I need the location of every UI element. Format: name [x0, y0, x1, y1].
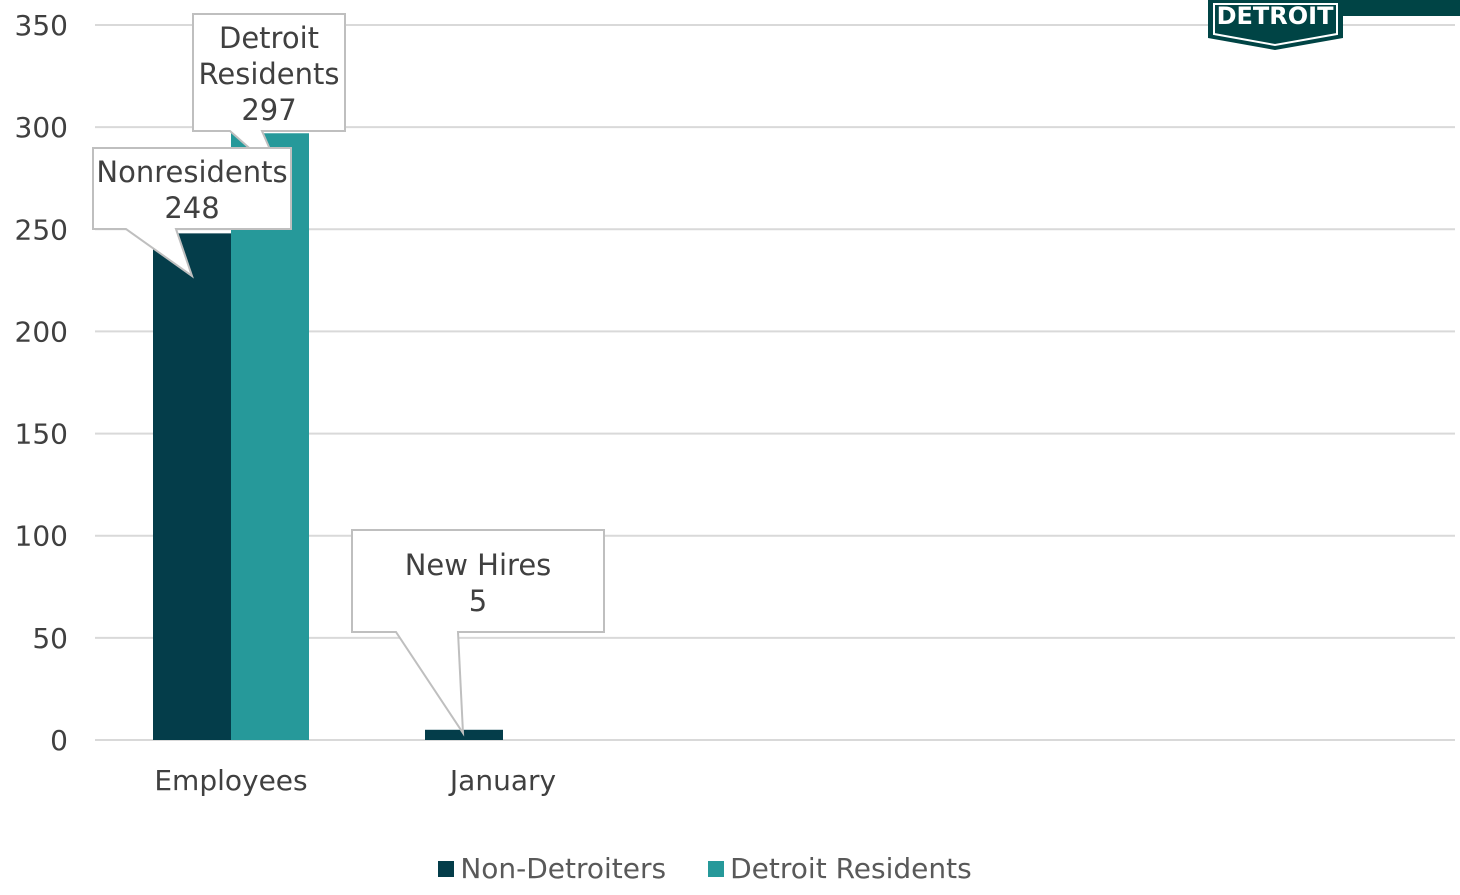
- legend-label: Non-Detroiters: [460, 852, 667, 885]
- y-axis-ticks: 0 50 100 150 200 250 300 350: [15, 9, 68, 757]
- callout-detroit-residents-text: Residents: [199, 57, 340, 91]
- legend-item: Non-Detroiters: [438, 852, 666, 885]
- legend-item: Detroit Residents: [708, 852, 972, 885]
- y-tick-label: 150: [15, 418, 68, 451]
- y-tick-label: 300: [15, 111, 68, 144]
- callout-new-hires-text: New Hires: [405, 548, 552, 582]
- y-tick-label: 350: [15, 9, 68, 42]
- callout-nonresidents-text: Nonresidents: [96, 155, 287, 189]
- x-category-label: Employees: [154, 764, 307, 797]
- legend-label: Detroit Residents: [730, 852, 972, 885]
- y-tick-label: 200: [15, 315, 68, 348]
- legend-swatch: [438, 860, 455, 877]
- bars: [153, 133, 503, 740]
- logo-text: DETROIT: [1217, 2, 1335, 30]
- y-tick-label: 0: [50, 724, 68, 757]
- logo-badge-shape: [1208, 0, 1343, 50]
- callout-new-hires-text: 5: [469, 584, 487, 618]
- y-tick-label: 250: [15, 213, 68, 246]
- legend: Non-Detroiters Detroit Residents: [0, 852, 1410, 885]
- callout-nonresidents-box: [92, 147, 292, 279]
- legend-swatch: [708, 860, 725, 877]
- callout-nonresidents-text: 248: [164, 191, 219, 225]
- bar-detroit-residents-employees: [231, 133, 309, 740]
- callout-detroit-residents-text: Detroit: [219, 21, 319, 55]
- x-category-label: January: [448, 764, 556, 797]
- logo-badge-outline: [1213, 3, 1338, 47]
- detroit-logo: DETROIT: [1208, 0, 1460, 50]
- logo-banner: [1343, 0, 1460, 16]
- callout-new-hires-box: [351, 529, 605, 737]
- x-axis-categories: Employees January: [154, 764, 556, 797]
- callout-detroit-residents-text: 297: [241, 93, 296, 127]
- y-tick-label: 100: [15, 520, 68, 553]
- bar-non-detroiters-employees: [153, 233, 231, 740]
- y-tick-label: 50: [32, 622, 68, 655]
